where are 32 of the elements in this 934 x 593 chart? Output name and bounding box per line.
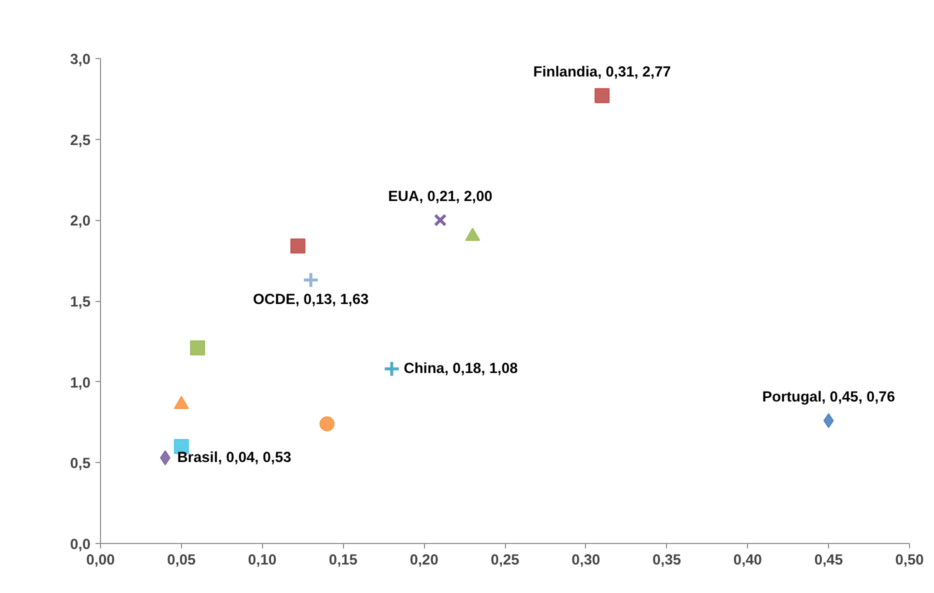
y-tick-label: 2,5 (70, 132, 90, 149)
x-tick-label: 0,30 (572, 552, 600, 568)
annotation: China, 0,18, 1,08 (404, 360, 518, 377)
x-tick-label: 0,35 (652, 552, 682, 568)
point (823, 413, 834, 428)
annotation: Brasil, 0,04, 0,53 (177, 450, 292, 466)
point (190, 340, 206, 356)
x-tick-label: 0,40 (733, 552, 762, 568)
point (290, 238, 306, 254)
x-tick-label: 0,15 (328, 552, 358, 568)
point (434, 214, 447, 227)
y-tick-label: 3,0 (70, 52, 90, 68)
x-tick-label: 0,05 (167, 552, 196, 568)
y-tick-label: 1,0 (70, 375, 90, 392)
point (594, 88, 610, 104)
point (302, 271, 320, 288)
x-tick-label: 0,10 (248, 552, 277, 568)
x-tick-label: 0,20 (410, 552, 438, 568)
x-tick-label: 0,25 (490, 552, 520, 568)
y-tick-label: 1,5 (70, 294, 90, 310)
annotation: Finlandia, 0,31, 2,77 (533, 64, 671, 81)
y-tick-label: 0,5 (70, 456, 90, 472)
annotation: Portugal, 0,45, 0,76 (762, 390, 895, 406)
x-tick-label: 0,45 (814, 552, 843, 568)
annotation: OCDE, 0,13, 1,63 (253, 292, 369, 308)
x-tick-label: 0,00 (86, 552, 115, 568)
y-tick-label: 0,0 (70, 537, 90, 553)
annotation: EUA, 0,21, 2,00 (388, 189, 492, 206)
point (320, 416, 335, 432)
point (383, 360, 400, 378)
y-tick-label: 2,0 (70, 214, 90, 230)
x-tick-label: 0,50 (895, 552, 924, 568)
